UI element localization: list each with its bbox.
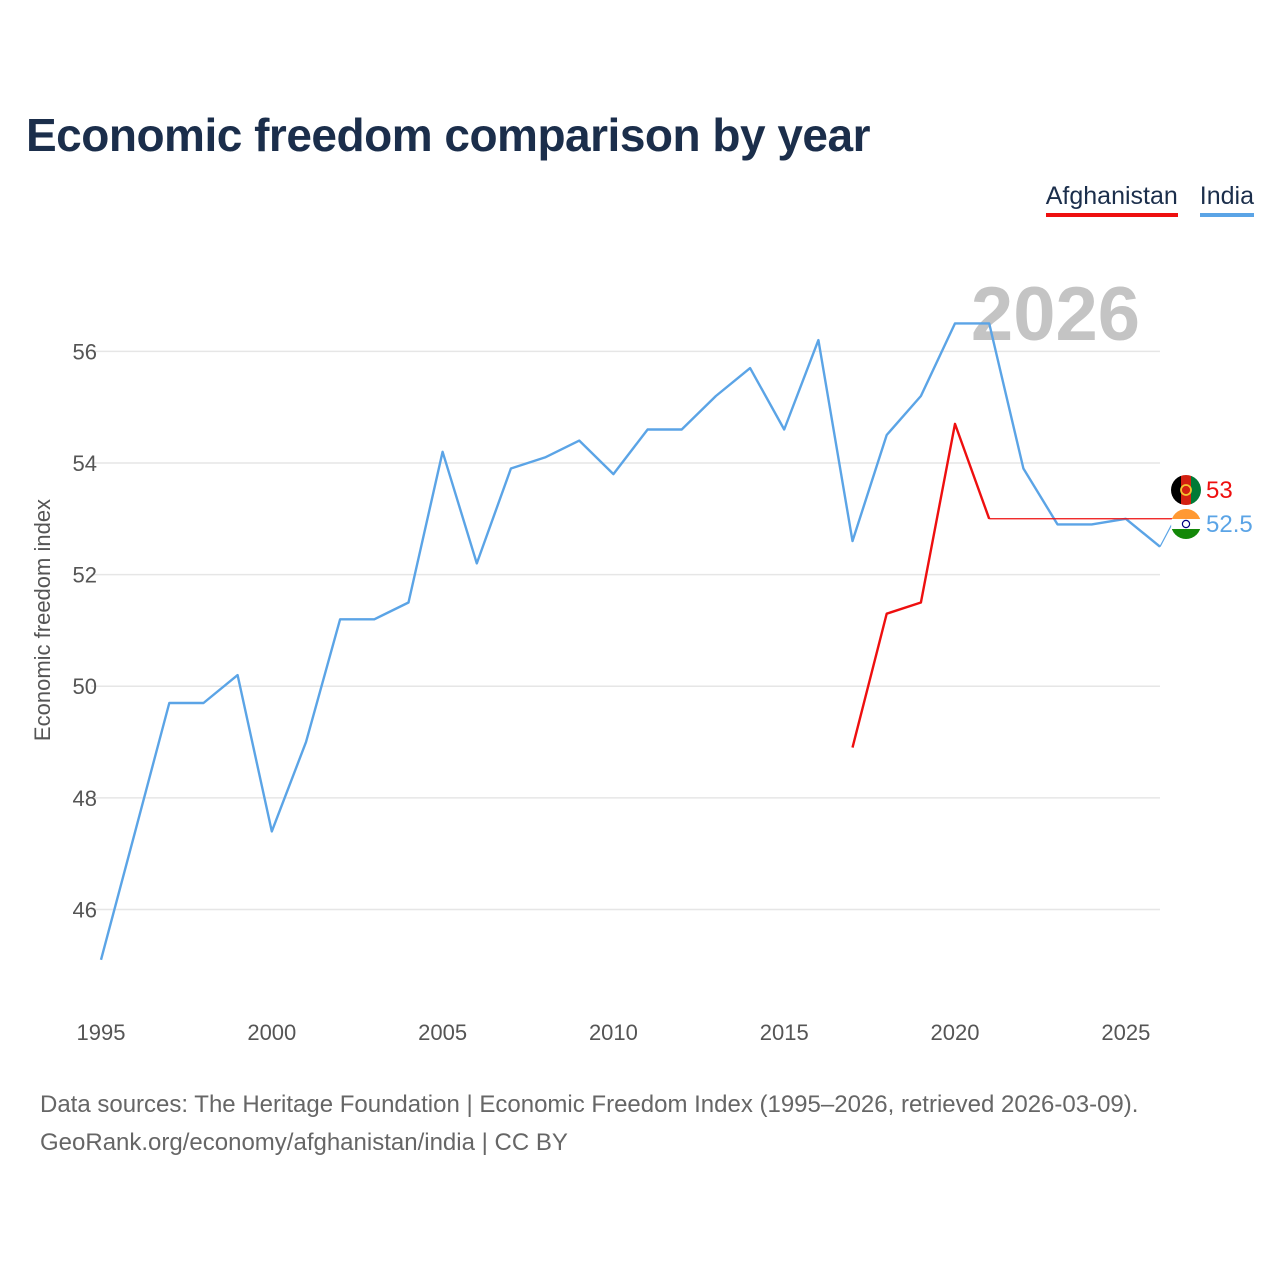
x-tick-label: 2010 bbox=[589, 1020, 638, 1045]
end-value-label-afghanistan: 53 bbox=[1206, 477, 1233, 504]
x-axis-ticks: 1995 2000 2005 2010 2015 2020 2025 bbox=[77, 1020, 1151, 1045]
india-leader-line bbox=[1159, 523, 1173, 547]
flag-india-icon bbox=[1171, 509, 1201, 539]
y-tick-label: 50 bbox=[73, 674, 97, 699]
x-tick-label: 2015 bbox=[760, 1020, 809, 1045]
y-axis-label: Economic freedom index bbox=[30, 499, 55, 741]
y-tick-label: 46 bbox=[73, 898, 97, 923]
end-value-label-india: 52.5 bbox=[1206, 511, 1253, 538]
y-axis-ticks: 46 48 50 52 54 56 bbox=[73, 339, 97, 922]
y-tick-label: 48 bbox=[73, 786, 97, 811]
x-tick-label: 2025 bbox=[1101, 1020, 1150, 1045]
series-line-india[interactable] bbox=[99, 322, 1161, 961]
footer: Data sources: The Heritage Foundation | … bbox=[40, 1086, 1138, 1162]
series-layer bbox=[99, 322, 1161, 961]
x-tick-label: 2020 bbox=[931, 1020, 980, 1045]
y-tick-label: 54 bbox=[73, 451, 97, 476]
data-source-text: Data sources: The Heritage Foundation | … bbox=[40, 1091, 1139, 1118]
line-chart: 46 48 50 52 54 56 1995 2000 2005 2010 2015 2020 202… bbox=[30, 272, 1253, 1045]
chart-title: Economic freedom comparison by year bbox=[26, 109, 871, 161]
flag-afghanistan-icon bbox=[1171, 475, 1201, 505]
x-tick-label: 1995 bbox=[77, 1020, 126, 1045]
source-url-text: GeoRank.org/economy/afghanistan/india | … bbox=[40, 1129, 568, 1156]
series-line-afghanistan[interactable] bbox=[851, 422, 991, 748]
legend-item-india[interactable]: India bbox=[1199, 182, 1254, 217]
grid-lines bbox=[91, 350, 1160, 911]
year-watermark: 2026 bbox=[971, 272, 1140, 357]
x-tick-label: 2005 bbox=[418, 1020, 467, 1045]
legend-item-afghanistan[interactable]: Afghanistan bbox=[1045, 182, 1178, 217]
x-tick-label: 2000 bbox=[247, 1020, 296, 1045]
legend: Afghanistan India bbox=[1045, 182, 1254, 217]
y-tick-label: 52 bbox=[73, 563, 97, 588]
y-tick-label: 56 bbox=[73, 339, 97, 364]
end-markers: 53 52.5 bbox=[989, 475, 1253, 547]
